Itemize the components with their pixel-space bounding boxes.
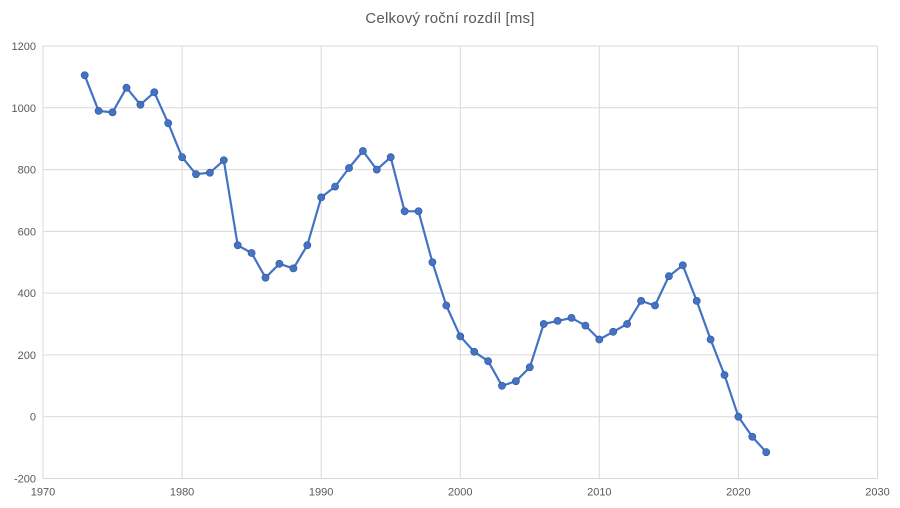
x-tick-label: 1970 [31,487,55,499]
y-tick-label: 600 [18,226,36,238]
y-tick-label: 1200 [12,41,36,53]
data-point [456,332,465,341]
y-tick-label: 400 [18,288,36,300]
data-point [525,363,534,372]
data-point [567,313,576,322]
data-point [539,320,548,328]
data-point [400,207,409,216]
data-point [414,207,423,216]
data-point [108,108,117,117]
data-point [358,147,367,155]
data-point [734,412,743,421]
data-point [637,296,645,305]
data-line [83,74,768,454]
data-point [345,164,353,172]
data-point [470,347,479,356]
data-point [150,88,159,97]
data-point [372,165,381,174]
data-point [136,100,145,109]
y-tick-label: -200 [14,474,36,486]
data-point [303,241,312,250]
y-tick-label: 0 [30,412,36,424]
data-point [553,316,562,325]
data-point [498,381,506,390]
data-point [720,371,729,379]
data-point [512,377,520,386]
data-point [665,272,673,281]
x-tick-label: 2010 [587,487,611,499]
data-point [581,321,590,330]
data-point [164,119,173,128]
data-point [317,193,326,202]
data-point [386,153,395,162]
data-point [247,249,256,257]
data-point [233,241,242,250]
data-point [80,71,89,80]
data-point [609,327,618,336]
data-point [122,83,131,92]
data-point [442,301,451,310]
data-point [748,432,757,441]
data-point [219,156,228,165]
x-tick-label: 1990 [309,487,333,499]
data-point [205,168,214,177]
y-tick-label: 200 [18,350,36,362]
data-point [428,258,437,267]
x-tick-label: 2020 [726,487,750,499]
data-point [275,259,284,268]
data-point [192,170,200,179]
data-point [94,107,103,115]
x-tick-label: 1980 [170,487,194,499]
data-point [178,153,186,162]
data-point [623,320,631,328]
data-point [289,264,298,273]
data-point [331,182,339,191]
data-point [706,335,715,344]
data-point [261,273,270,282]
data-point [762,448,771,457]
data-point [651,301,659,310]
data-point [595,335,604,344]
data-point [678,261,687,270]
y-tick-label: 800 [18,165,36,177]
x-tick-label: 2030 [865,487,889,499]
chart-title: Celkový roční rozdíl [ms] [365,10,535,27]
x-tick-label: 2000 [448,487,472,499]
data-point [692,296,701,305]
y-tick-label: 1000 [12,103,36,115]
data-point [484,357,492,365]
